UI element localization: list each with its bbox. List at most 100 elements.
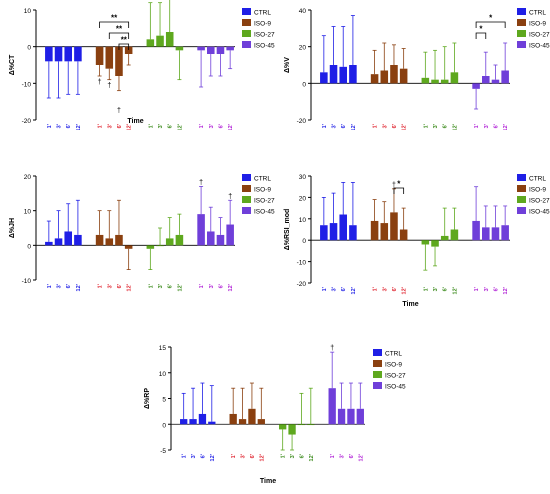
legend-swatch (242, 174, 251, 181)
x-tick-label: 12' (402, 286, 408, 294)
dagger-marker: † (117, 108, 121, 115)
legend-label: ISO-27 (529, 32, 550, 39)
bar (421, 240, 430, 245)
bar (197, 46, 205, 51)
bar (74, 46, 82, 62)
bar (198, 413, 207, 425)
bar (472, 220, 480, 241)
bar (248, 408, 256, 425)
x-tick-label: 6' (493, 286, 499, 291)
x-tick-label: 3' (382, 286, 388, 291)
y-tick-label: 0 (302, 81, 306, 88)
x-tick-label: 12' (351, 286, 357, 294)
legend-swatch (242, 207, 251, 214)
legend-label: CTRL (385, 351, 402, 358)
x-tick-label: 1' (231, 453, 237, 458)
bar (257, 419, 265, 425)
bar (390, 65, 398, 84)
bar (64, 46, 72, 62)
y-tick-label: 5 (162, 397, 166, 404)
x-axis-label: Time (402, 301, 418, 308)
x-tick-label: 6' (392, 286, 398, 291)
legend-label: ISO-27 (529, 198, 550, 205)
bar (189, 419, 197, 425)
x-tick-label: 6' (493, 123, 499, 128)
y-tick-label: 20 (24, 174, 32, 181)
y-tick-label: 40 (299, 8, 307, 15)
x-tick-label: 3' (209, 283, 215, 288)
significance-marker: ** (116, 25, 123, 34)
x-tick-label: 6' (443, 286, 449, 291)
x-tick-label: 6' (117, 123, 123, 128)
bar (175, 46, 184, 51)
legend-swatch (517, 41, 526, 48)
legend-swatch (373, 360, 382, 367)
bar (146, 245, 155, 249)
dagger-marker: † (107, 83, 111, 90)
x-tick-label: 1' (474, 123, 480, 128)
significance-bracket (475, 21, 506, 28)
x-tick-label: 1' (281, 453, 287, 458)
bar (431, 240, 439, 247)
x-tick-label: 12' (309, 453, 315, 461)
legend-label: ISO-45 (529, 43, 550, 50)
bar (105, 46, 114, 69)
legend-swatch (242, 185, 251, 192)
x-tick-label: 1' (148, 123, 154, 128)
y-tick-label: -20 (22, 118, 32, 125)
x-tick-label: 1' (474, 286, 480, 291)
bar (105, 238, 114, 246)
bar (431, 79, 439, 84)
bar (95, 234, 104, 246)
bar (440, 235, 449, 241)
significance-bracket (99, 21, 130, 28)
x-tick-label: 12' (76, 123, 82, 130)
x-tick-label: 6' (66, 123, 72, 128)
x-tick-label: 3' (332, 123, 338, 128)
y-tick-label: -10 (22, 81, 32, 88)
legend-label: ISO-45 (529, 209, 550, 216)
x-tick-label: 1' (373, 286, 379, 291)
x-tick-label: 3' (57, 123, 63, 128)
x-tick-label: 1' (199, 123, 205, 128)
bar (440, 79, 449, 84)
legend-swatch (242, 30, 251, 37)
bar (124, 245, 133, 249)
bar (320, 72, 328, 84)
bar (399, 68, 408, 84)
y-tick-label: 10 (24, 209, 32, 216)
y-tick-label: 0 (162, 422, 166, 429)
y-tick-label: 10 (24, 8, 32, 15)
significance-bracket (475, 32, 487, 39)
x-tick-label: 3' (290, 453, 296, 458)
bar (491, 79, 500, 84)
bar (328, 388, 336, 425)
x-tick-label: 3' (107, 283, 113, 288)
bar (349, 225, 357, 241)
x-tick-label: 6' (349, 453, 355, 458)
x-tick-label: 6' (168, 283, 174, 288)
legend-swatch (517, 19, 526, 26)
bar (165, 238, 174, 246)
x-tick-label: 12' (452, 123, 458, 130)
x-axis-label: Time (260, 478, 276, 485)
dagger-marker: † (228, 193, 232, 200)
bar (501, 70, 509, 84)
bar (329, 65, 338, 84)
bar (54, 46, 63, 62)
bar (329, 223, 338, 241)
bar (216, 46, 225, 54)
y-tick-label: 0 (302, 238, 306, 245)
bar (208, 421, 216, 425)
bar (307, 424, 315, 426)
legend-swatch (242, 8, 251, 15)
x-tick-label: 6' (66, 283, 72, 288)
significance-bracket (118, 43, 130, 50)
significance-marker: * (479, 25, 483, 34)
bar (124, 46, 133, 54)
y-tick-label: -20 (297, 118, 307, 125)
x-tick-label: 6' (341, 123, 347, 128)
legend-label: CTRL (529, 176, 546, 183)
x-tick-label: 12' (228, 283, 234, 291)
legend-swatch (242, 19, 251, 26)
